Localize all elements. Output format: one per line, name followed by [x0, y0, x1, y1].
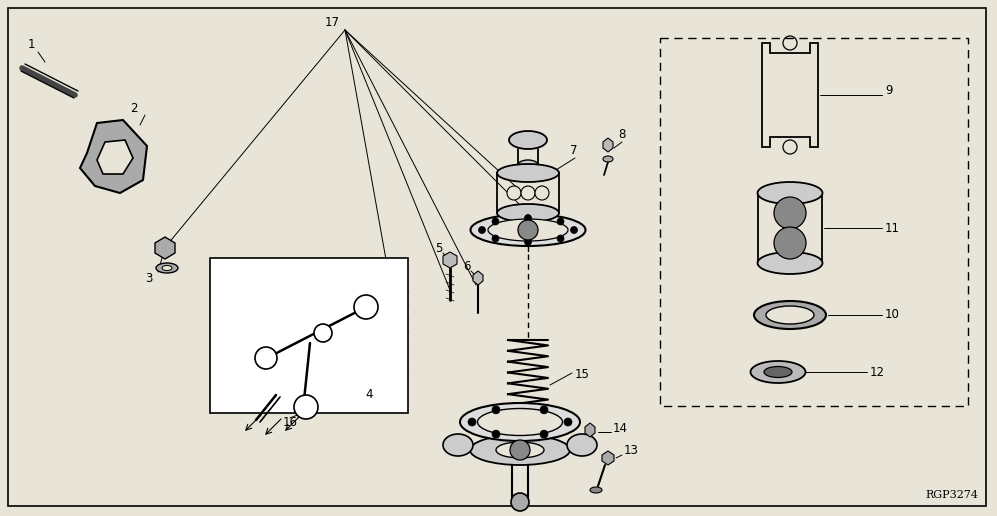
- Text: 11: 11: [885, 221, 900, 234]
- Circle shape: [354, 295, 378, 319]
- Text: 4: 4: [365, 389, 373, 401]
- Ellipse shape: [471, 214, 585, 246]
- Ellipse shape: [488, 219, 568, 241]
- Polygon shape: [80, 120, 147, 193]
- Ellipse shape: [497, 204, 559, 222]
- Circle shape: [492, 406, 500, 414]
- Ellipse shape: [509, 131, 547, 149]
- Ellipse shape: [764, 366, 792, 378]
- Ellipse shape: [758, 252, 823, 274]
- Text: 6: 6: [463, 260, 471, 272]
- Ellipse shape: [567, 434, 597, 456]
- Circle shape: [255, 347, 277, 369]
- Ellipse shape: [766, 306, 814, 324]
- Circle shape: [540, 430, 548, 438]
- Text: 2: 2: [130, 102, 138, 115]
- Text: 9: 9: [885, 84, 892, 96]
- Polygon shape: [155, 237, 175, 259]
- Bar: [210, 258, 408, 413]
- Polygon shape: [97, 140, 133, 174]
- Circle shape: [774, 197, 806, 229]
- Circle shape: [479, 227, 486, 234]
- Ellipse shape: [156, 263, 178, 273]
- Ellipse shape: [590, 487, 602, 493]
- Text: 3: 3: [145, 271, 153, 284]
- Text: 7: 7: [570, 143, 577, 156]
- Polygon shape: [602, 451, 614, 465]
- Circle shape: [570, 227, 577, 234]
- Circle shape: [492, 218, 498, 225]
- Ellipse shape: [478, 409, 562, 436]
- Ellipse shape: [518, 160, 538, 170]
- Circle shape: [518, 220, 538, 240]
- Polygon shape: [473, 271, 483, 285]
- Ellipse shape: [751, 361, 806, 383]
- Ellipse shape: [470, 435, 570, 465]
- Circle shape: [507, 186, 521, 200]
- Circle shape: [294, 395, 318, 419]
- Text: 12: 12: [870, 365, 885, 379]
- Circle shape: [564, 418, 572, 426]
- Text: 15: 15: [575, 368, 590, 381]
- Ellipse shape: [460, 403, 580, 441]
- Ellipse shape: [162, 266, 172, 270]
- Text: 10: 10: [885, 309, 900, 321]
- Circle shape: [557, 218, 564, 225]
- Circle shape: [540, 406, 548, 414]
- Text: RGP3274: RGP3274: [925, 490, 978, 500]
- Text: 16: 16: [283, 415, 298, 428]
- Polygon shape: [443, 252, 457, 268]
- Text: 17: 17: [325, 15, 340, 28]
- Ellipse shape: [497, 164, 559, 182]
- Ellipse shape: [758, 182, 823, 204]
- Circle shape: [524, 238, 531, 246]
- Bar: [660, 38, 968, 406]
- Text: 14: 14: [613, 422, 628, 434]
- Polygon shape: [585, 423, 595, 437]
- Ellipse shape: [443, 434, 473, 456]
- Circle shape: [314, 324, 332, 342]
- Ellipse shape: [496, 442, 544, 458]
- Ellipse shape: [603, 156, 613, 162]
- Circle shape: [468, 418, 476, 426]
- Circle shape: [557, 235, 564, 242]
- Circle shape: [535, 186, 549, 200]
- Circle shape: [492, 235, 498, 242]
- Circle shape: [774, 227, 806, 259]
- Text: 1: 1: [28, 39, 36, 52]
- Circle shape: [521, 186, 535, 200]
- Circle shape: [510, 440, 530, 460]
- Circle shape: [492, 430, 500, 438]
- Text: 13: 13: [624, 443, 639, 457]
- Polygon shape: [603, 138, 613, 152]
- Text: 5: 5: [435, 241, 443, 254]
- Text: 8: 8: [618, 128, 625, 141]
- Circle shape: [511, 493, 529, 511]
- Circle shape: [524, 215, 531, 221]
- Ellipse shape: [754, 301, 826, 329]
